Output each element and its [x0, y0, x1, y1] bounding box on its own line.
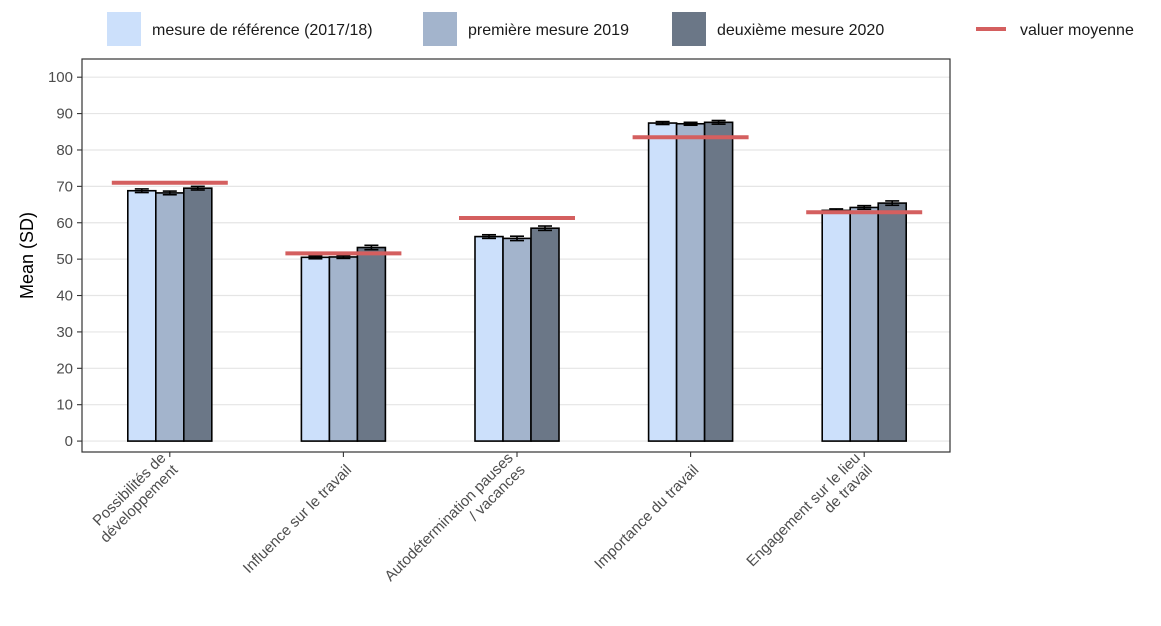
- x-tick-label: Autodétermination pauses/ vacances: [381, 450, 528, 597]
- bar: [647, 122, 678, 442]
- legend-label: deuxième mesure 2020: [717, 22, 884, 39]
- bar: [183, 187, 213, 442]
- bar: [849, 206, 880, 442]
- bar: [821, 209, 852, 442]
- y-tick-label: 90: [56, 106, 73, 123]
- bar: [356, 246, 387, 442]
- legend-swatch: [672, 12, 706, 46]
- bar: [155, 192, 185, 442]
- x-tick-label: Importance du travail: [591, 462, 702, 573]
- y-tick-label: 100: [48, 69, 73, 86]
- plot-border: [81, 58, 951, 453]
- legend-swatch: [107, 12, 141, 46]
- bar: [877, 202, 908, 442]
- bar: [127, 189, 157, 442]
- legend-label: valuer moyenne: [1020, 22, 1134, 39]
- y-tick-label: 40: [56, 288, 73, 305]
- y-tick-label: 70: [56, 178, 73, 195]
- y-tick-label: 20: [56, 360, 73, 377]
- bar: [474, 235, 504, 442]
- bar: [675, 122, 706, 442]
- bar: [328, 256, 359, 442]
- x-tick-label: Influence sur le travail: [240, 462, 355, 577]
- x-tick-label: Engagement sur le lieude travail: [743, 450, 876, 583]
- y-axis-title: Mean (SD): [17, 212, 37, 299]
- bar: [502, 237, 532, 442]
- legend-swatch: [423, 12, 457, 46]
- legend-label: mesure de référence (2017/18): [152, 22, 373, 39]
- x-tick-label: Possibilités dedéveloppement: [85, 449, 182, 546]
- y-tick-label: 80: [56, 142, 73, 159]
- bar: [300, 256, 331, 442]
- legend-label: première mesure 2019: [468, 22, 629, 39]
- y-tick-label: 0: [65, 433, 73, 450]
- bar: [530, 227, 560, 442]
- bar: [703, 121, 734, 442]
- y-tick-label: 60: [56, 215, 73, 232]
- y-tick-label: 50: [56, 251, 73, 268]
- y-tick-label: 10: [56, 397, 73, 414]
- y-tick-label: 30: [56, 324, 73, 341]
